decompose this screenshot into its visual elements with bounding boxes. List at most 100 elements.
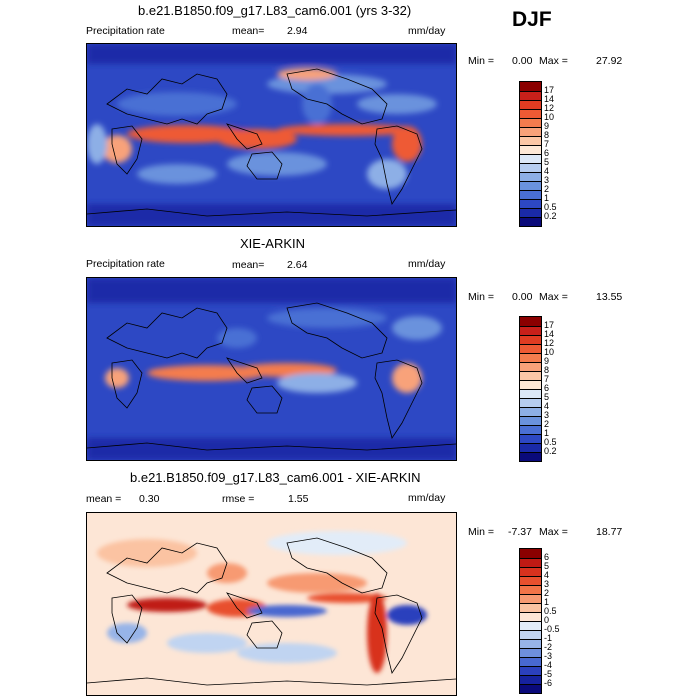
panel-2-title: XIE-ARKIN [240,236,306,251]
colorbar-cell [520,443,541,452]
colorbar-cell [520,398,541,407]
panel-1-mean-label: mean= [232,25,265,37]
colorbar-tick-label: 0 [544,614,550,625]
colorbar-tick-label: 0.5 [544,201,557,212]
colorbar-tick-label: 4 [544,569,550,580]
colorbar-cell [520,163,541,172]
colorbar-cell [520,371,541,380]
panel-3-rmse-label: rmse = [222,493,255,505]
colorbar-cell [520,100,541,109]
colorbar-tick-label: 4 [544,165,550,176]
panel-2-colorbar [519,316,542,462]
season-label: DJF [512,8,552,31]
colorbar-cell [520,91,541,100]
colorbar-cell [520,639,541,648]
colorbar-cell [520,576,541,585]
colorbar-tick-label: -2 [544,641,553,652]
colorbar-tick-label: 0.2 [544,445,557,456]
colorbar-cell [520,109,541,118]
colorbar-tick-label: 8 [544,364,550,375]
colorbar-tick-label: 2 [544,418,550,429]
panel-2-min-value: 0.00 [512,291,533,303]
colorbar-tick-label: 14 [544,328,555,339]
colorbar-tick-label: 6 [544,147,550,158]
panel-3-min-value: -7.37 [508,526,532,538]
colorbar-tick-label: 4 [544,400,550,411]
panel-1-variable-label: Precipitation rate [86,25,165,37]
colorbar-tick-label: 12 [544,102,555,113]
colorbar-tick-label: -1 [544,632,553,643]
colorbar-cell [520,362,541,371]
colorbar-cell [520,181,541,190]
colorbar-tick-label: 0.5 [544,436,557,447]
colorbar-tick-label: -3 [544,650,553,661]
colorbar-cell [520,407,541,416]
colorbar-tick-label: 5 [544,560,550,571]
colorbar-tick-label: 1 [544,192,550,203]
panel-3-max-value: 18.77 [596,526,623,538]
colorbar-tick-label: 6 [544,551,550,562]
panel-1-max-value: 27.92 [596,55,623,67]
colorbar-tick-label: 8 [544,129,550,140]
colorbar-tick-label: 7 [544,373,550,384]
colorbar-cell [520,199,541,208]
colorbar-cell [520,82,541,91]
colorbar-cell [520,127,541,136]
colorbar-tick-label: 10 [544,111,555,122]
colorbar-cell [520,594,541,603]
colorbar-cell [520,549,541,558]
colorbar-cell [520,657,541,666]
panel-2-max-label: Max = [539,291,568,303]
colorbar-tick-label: 14 [544,93,555,104]
colorbar-tick-label: 7 [544,138,550,149]
colorbar-tick-label: 3 [544,409,550,420]
panel-2-variable-label: Precipitation rate [86,258,165,270]
colorbar-tick-label: 9 [544,120,550,131]
colorbar-cell [520,684,541,693]
panel-1-colorbar [519,81,542,227]
colorbar-cell [520,154,541,163]
panel-3-title: b.e21.B1850.f09_g17.L83_cam6.001 - XIE-A… [130,470,421,485]
colorbar-cell [520,190,541,199]
panel-3-colorbar [519,548,542,694]
colorbar-cell [520,675,541,684]
panel-2-map-field [87,278,456,460]
colorbar-cell [520,335,541,344]
colorbar-cell [520,145,541,154]
colorbar-tick-label: 6 [544,382,550,393]
colorbar-tick-label: 0.5 [544,605,557,616]
colorbar-tick-label: 3 [544,174,550,185]
colorbar-tick-label: 17 [544,319,555,330]
colorbar-cell [520,172,541,181]
colorbar-cell [520,217,541,226]
panel-3-units: mm/day [408,492,446,504]
colorbar-cell [520,452,541,461]
panel-1-map-field [87,44,456,226]
colorbar-cell [520,558,541,567]
colorbar-tick-label: 5 [544,391,550,402]
colorbar-cell [520,317,541,326]
colorbar-cell [520,416,541,425]
panel-3-max-label: Max = [539,526,568,538]
colorbar-cell [520,567,541,576]
panel-3-min-label: Min = [468,526,494,538]
colorbar-cell [520,353,541,362]
colorbar-tick-label: 12 [544,337,555,348]
colorbar-cell [520,208,541,217]
panel-2-mean-label: mean= [232,259,265,271]
colorbar-tick-label: 2 [544,183,550,194]
colorbar-tick-label: -4 [544,659,553,670]
panel-2-units: mm/day [408,258,446,270]
colorbar-tick-label: 17 [544,84,555,95]
panel-1-title: b.e21.B1850.f09_g17.L83_cam6.001 (yrs 3-… [138,3,412,18]
colorbar-cell [520,344,541,353]
colorbar-tick-label: 1 [544,596,550,607]
colorbar-cell [520,621,541,630]
colorbar-cell [520,326,541,335]
panel-1-mean-value: 2.94 [287,25,308,37]
panel-2-mean-value: 2.64 [287,259,308,271]
colorbar-tick-label: -0.5 [544,623,560,634]
colorbar-tick-label: 2 [544,587,550,598]
colorbar-tick-label: 3 [544,578,550,589]
colorbar-cell [520,380,541,389]
